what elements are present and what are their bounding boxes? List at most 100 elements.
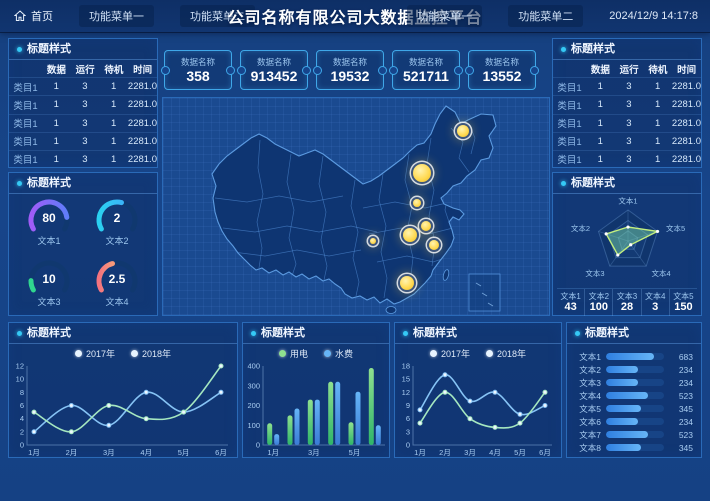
svg-text:6: 6: [20, 401, 24, 410]
radar-stat: 文本5 150: [668, 289, 697, 316]
panel-title: 标题样式: [395, 323, 561, 344]
table-row: 类目1 1 3 1 2281.0: [553, 77, 701, 95]
gauge-label: 文本3: [37, 297, 61, 307]
app-header: 首页 功能菜单一 功能菜单二 公司名称有限公司大数据监控平台 功能菜单一 功能菜…: [0, 0, 710, 32]
legend-dot: [486, 350, 493, 357]
hbar-row: 文本6 234: [575, 415, 693, 428]
table-header-cell: 数据: [590, 64, 610, 76]
hbar-value: 523: [678, 429, 693, 440]
table-row: 类目1 1 3 1 2281.0: [9, 131, 157, 150]
svg-text:200: 200: [247, 401, 260, 410]
hbar-row: 文本1 683: [575, 350, 693, 363]
kpi-stat-box: 数据名称 19532: [313, 50, 387, 90]
menu-item-right-1[interactable]: 功能菜单一: [407, 5, 483, 27]
kpi-label: 数据名称: [484, 57, 519, 67]
table-row: 类目1 1 3 1 2281.0: [9, 149, 157, 168]
legend-dot: [74, 350, 82, 357]
hbar-label: 文本7: [579, 429, 601, 440]
table-cell: 3: [82, 99, 88, 111]
table-cell: 1: [110, 81, 117, 93]
table-cell: 2281.0: [671, 117, 701, 129]
table-cell: 类目1: [557, 155, 582, 167]
svg-text:0: 0: [20, 441, 24, 450]
table-header-cell: 待机: [648, 64, 668, 76]
table-header-cell: 运行: [619, 64, 639, 76]
table-cell: 1: [597, 117, 603, 129]
hbar-row: 文本7 523: [575, 428, 693, 441]
radar-stat-label: 文本4: [644, 291, 666, 301]
table-header-cell: 时间: [677, 64, 697, 76]
hbar-fill: [606, 405, 642, 412]
notch-decoration: [454, 66, 463, 75]
table-row: 类目1 1 3 1 2281.0: [9, 95, 157, 113]
panel-line-chart-1: 标题样式 2017年 2018年 0 2 4 6 8 10 12 1月 2月 3月 4月 5月 6月: [8, 322, 238, 458]
svg-text:100: 100: [247, 421, 260, 430]
panel-title-text: 标题样式: [585, 327, 629, 339]
notch-decoration: [313, 66, 322, 75]
hbar-track: [606, 444, 664, 451]
panel-title-text: 标题样式: [571, 43, 615, 55]
table-row: 类目1 1 3 1 2281.0: [553, 131, 701, 150]
table-cell: 1: [53, 135, 59, 147]
table-cell: 类目1: [557, 119, 582, 131]
table-header-row: 数据 运行 待机 时间: [9, 60, 157, 77]
menu-item-right-2[interactable]: 功能菜单二: [508, 5, 584, 27]
gauge-label: 文本1: [37, 236, 61, 246]
table-row: 类目1 1 3 1 2281.0: [553, 113, 701, 132]
hbar-fill: [606, 418, 638, 425]
legend-dot: [429, 350, 437, 357]
radar-stat-label: 文本2: [588, 291, 610, 301]
radar-chart: 文本1 文本2 文本3 文本4 文本5: [553, 194, 701, 288]
legend: 2017年 2018年: [395, 346, 561, 361]
home-nav[interactable]: 首页: [14, 8, 53, 24]
hbar-value: 345: [678, 403, 693, 414]
legend-item[interactable]: 2018年: [486, 347, 526, 360]
table-row: 类目1 1 3 1 2281.0: [9, 77, 157, 95]
bullet-icon: [575, 330, 580, 336]
panel-bar-chart: 标题样式 用电 水费 0 100 200 300 400 1月 3月 5月: [242, 322, 390, 458]
table-cell: 3: [626, 81, 632, 93]
menu-item-left-1[interactable]: 功能菜单一: [79, 5, 154, 27]
svg-text:9: 9: [406, 401, 410, 410]
panel-title: 标题样式: [9, 173, 157, 194]
svg-text:1月: 1月: [414, 448, 426, 457]
radar-stat-value: 43: [564, 300, 577, 313]
panel-title: 标题样式: [9, 39, 157, 60]
notch-decoration: [161, 66, 170, 75]
notch-decoration: [378, 66, 387, 75]
radar-stat-value: 100: [589, 300, 608, 313]
notch-decoration: [465, 66, 474, 75]
table-cell: 类目1: [13, 100, 38, 112]
legend-item[interactable]: 用电: [278, 347, 308, 360]
radar-stat-value: 3: [652, 300, 659, 313]
hbar-fill: [606, 392, 648, 399]
legend-label: 2017年: [85, 349, 115, 359]
panel-title-text: 标题样式: [413, 327, 457, 339]
data-table-right: 数据 运行 待机 时间 类目1 1 3 1 2281.0 类目1 1 3 1 2281.0 类目1 1 3 1 22…: [553, 60, 701, 168]
hbar-label: 文本8: [579, 442, 601, 453]
svg-text:2月: 2月: [439, 448, 451, 457]
gauge-label: 文本2: [105, 236, 129, 246]
table-header-row: 数据 运行 待机 时间: [553, 60, 701, 77]
table-cell: 3: [626, 99, 632, 111]
map-marker: [370, 238, 376, 244]
svg-text:3: 3: [406, 427, 410, 436]
table-cell: 类目1: [557, 100, 582, 112]
map-marker: [400, 276, 414, 290]
hbar-label: 文本4: [579, 390, 601, 401]
map-marker: [413, 199, 421, 207]
hbar-track: [606, 353, 664, 360]
gauge: 10 文本3: [15, 255, 83, 316]
radar-stat-label: 文本3: [616, 291, 638, 301]
legend-item[interactable]: 水费: [324, 347, 353, 360]
legend-item[interactable]: 2017年: [429, 347, 470, 360]
legend-dot: [131, 350, 138, 357]
kpi-label: 数据名称: [408, 57, 443, 67]
svg-text:8: 8: [20, 388, 24, 397]
menu-item-left-2[interactable]: 功能菜单二: [180, 5, 255, 27]
table-cell: 1: [110, 135, 117, 147]
legend-item[interactable]: 2017年: [74, 347, 115, 360]
legend-item[interactable]: 2018年: [131, 347, 171, 360]
kpi-stat-box: 数据名称 521711: [389, 50, 463, 90]
table-header-cell: 运行: [75, 64, 95, 76]
